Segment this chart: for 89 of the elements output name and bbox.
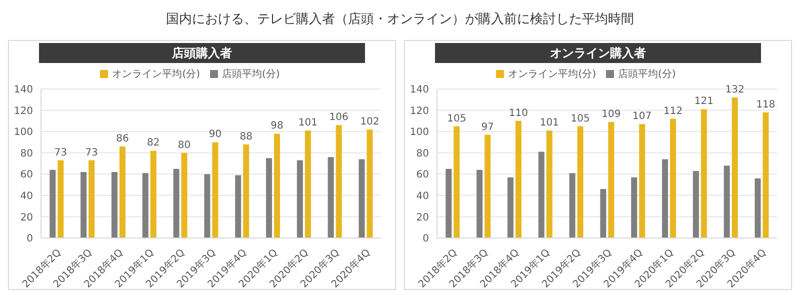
data-label: 107: [632, 111, 652, 122]
y-tick-label: 40: [416, 190, 429, 202]
data-label: 88: [240, 131, 252, 142]
bar: [274, 134, 280, 238]
bar: [266, 158, 272, 238]
y-tick-label: 40: [20, 190, 33, 202]
bar: [692, 170, 699, 238]
data-label: 73: [54, 147, 68, 158]
bar: [700, 109, 707, 238]
data-label: 106: [329, 112, 348, 124]
y-tick-label: 120: [410, 106, 429, 117]
bar: [670, 118, 676, 238]
bar: [111, 172, 118, 238]
bar: [454, 126, 460, 238]
bar: [173, 168, 180, 238]
bar: [366, 129, 373, 238]
bar: [515, 120, 522, 238]
bar: [762, 112, 769, 238]
bar: [204, 174, 210, 238]
data-label: 102: [360, 116, 380, 128]
data-label: 109: [602, 108, 621, 120]
data-label: 73: [85, 147, 98, 158]
data-label: 110: [508, 108, 528, 119]
chart-title: 国内における、テレビ購入者（店頭・オンライン）が購入前に検討した平均時間: [165, 11, 635, 29]
bar: [608, 122, 614, 238]
y-tick-label: 80: [20, 148, 33, 160]
bar: [754, 178, 761, 238]
data-label: 82: [147, 138, 160, 149]
y-tick-label: 60: [20, 170, 33, 181]
data-label: 97: [481, 122, 494, 133]
y-tick-label: 120: [14, 106, 33, 117]
data-label: 112: [663, 106, 683, 117]
bar: [358, 159, 365, 238]
bar: [569, 173, 576, 238]
legend-label: オンライン平均(分): [112, 69, 200, 80]
y-tick-label: 100: [410, 127, 429, 138]
bar: [446, 168, 452, 238]
y-tick-label: 140: [14, 84, 33, 96]
y-tick-label: 20: [416, 212, 429, 224]
data-label: 118: [756, 99, 776, 110]
bar: [662, 159, 668, 238]
bar: [538, 152, 544, 238]
y-tick-label: 0: [422, 234, 429, 245]
chart-subtitle: 店頭購入者: [39, 43, 365, 63]
bar: [336, 125, 342, 238]
legend-label: 店頭平均(分): [222, 69, 280, 80]
y-tick-label: 20: [20, 212, 33, 224]
data-label: 98: [270, 120, 284, 132]
bar: [304, 130, 311, 238]
bar: [600, 189, 606, 238]
data-label: 132: [725, 84, 744, 96]
data-label: 86: [116, 133, 129, 144]
bar: [577, 126, 584, 238]
data-label: 101: [298, 118, 318, 129]
y-tick-label: 0: [26, 234, 33, 245]
bar: [631, 177, 638, 238]
bar: [243, 144, 250, 238]
bar: [119, 146, 126, 238]
legend-label: 店頭平均(分): [618, 69, 676, 80]
data-label: 105: [570, 113, 590, 124]
data-label: 90: [208, 129, 222, 140]
bar: [88, 160, 95, 238]
bar: [235, 175, 242, 238]
y-tick-label: 100: [14, 127, 33, 138]
bar: [212, 142, 218, 238]
bar: [50, 170, 56, 238]
data-label: 105: [447, 113, 466, 124]
bar: [724, 166, 730, 238]
bar: [58, 160, 64, 238]
bar: [150, 150, 156, 238]
bar: [484, 134, 491, 238]
bar: [546, 130, 552, 238]
data-label: 121: [694, 96, 714, 108]
legend-label: オンライン平均(分): [508, 69, 596, 80]
bar: [732, 98, 738, 238]
bar: [639, 124, 646, 238]
bar: [142, 173, 148, 238]
bar: [507, 177, 514, 238]
y-tick-label: 80: [416, 148, 429, 160]
bar: [328, 157, 334, 238]
data-label: 101: [540, 118, 559, 129]
data-label: 80: [178, 140, 191, 151]
y-tick-label: 60: [416, 170, 429, 181]
chart-subtitle: オンライン購入者: [435, 43, 761, 63]
bar: [296, 160, 303, 238]
bar: [80, 172, 87, 238]
y-tick-label: 140: [410, 84, 429, 96]
bar: [476, 170, 483, 238]
bar: [181, 152, 188, 238]
